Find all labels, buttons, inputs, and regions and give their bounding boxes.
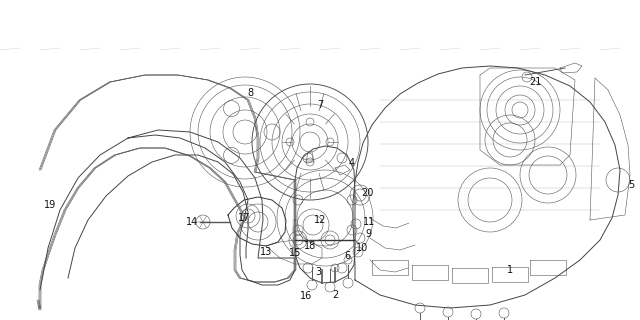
Text: 5: 5 bbox=[628, 180, 634, 190]
Text: 21: 21 bbox=[529, 77, 541, 87]
Text: 2: 2 bbox=[332, 290, 338, 300]
Text: 7: 7 bbox=[317, 100, 323, 110]
Text: 15: 15 bbox=[289, 248, 301, 258]
Text: 1: 1 bbox=[507, 265, 513, 275]
Text: 19: 19 bbox=[44, 200, 56, 210]
Text: 14: 14 bbox=[186, 217, 198, 227]
Text: 4: 4 bbox=[349, 158, 355, 168]
Text: 10: 10 bbox=[356, 243, 368, 253]
Text: 18: 18 bbox=[304, 241, 316, 251]
Text: 11: 11 bbox=[363, 217, 375, 227]
Text: 13: 13 bbox=[260, 247, 272, 257]
Text: 16: 16 bbox=[300, 291, 312, 301]
Text: 20: 20 bbox=[361, 188, 373, 198]
Text: 9: 9 bbox=[365, 229, 371, 239]
Text: 6: 6 bbox=[344, 251, 350, 261]
Text: 8: 8 bbox=[247, 88, 253, 98]
Text: 17: 17 bbox=[238, 213, 250, 223]
Text: 3: 3 bbox=[315, 267, 321, 277]
Text: 12: 12 bbox=[314, 215, 326, 225]
